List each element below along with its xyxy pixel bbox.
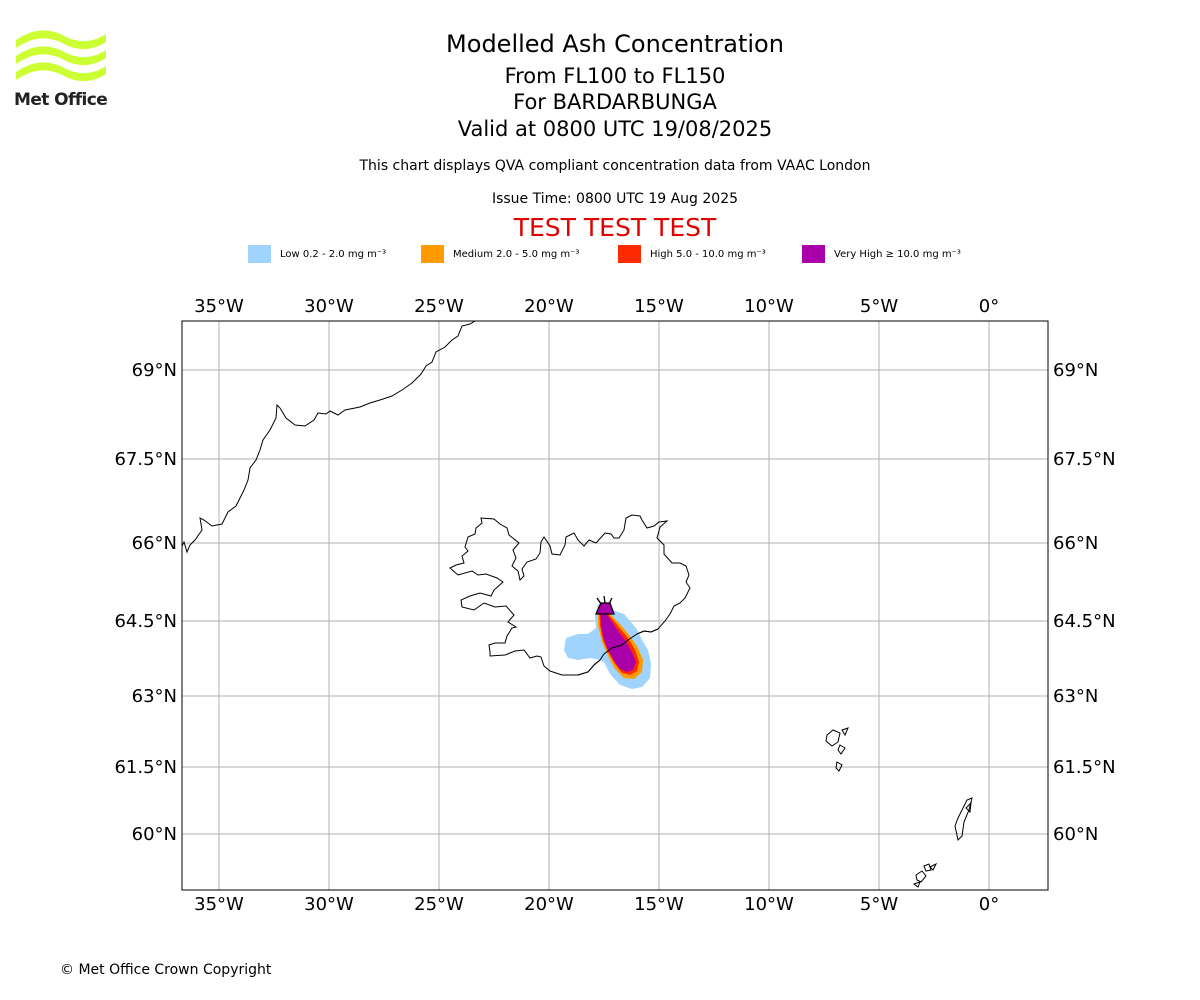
longitude-tick-label: 30°W: [304, 894, 354, 915]
longitude-tick-label: 10°W: [744, 296, 794, 317]
latitude-tick-label: 61.5°N: [114, 757, 177, 778]
valid-time: Valid at 0800 UTC 19/08/2025: [457, 117, 773, 141]
longitude-tick-label: 10°W: [744, 894, 794, 915]
greenland-coastline: [182, 321, 476, 554]
longitude-tick-label: 25°W: [414, 296, 464, 317]
longitude-tick-label: 30°W: [304, 296, 354, 317]
longitude-tick-label: 0°: [979, 296, 999, 317]
latitude-tick-label: 67.5°N: [1053, 449, 1116, 470]
met-office-logo: Met Office: [14, 28, 108, 114]
legend-label-low: Low 0.2 - 2.0 mg m⁻³: [280, 248, 387, 260]
latitude-labels-left: 69°N 67.5°N 66°N 64.5°N 63°N 61.5°N 60°N: [114, 360, 177, 845]
shetland-islands-coastline: [954, 797, 973, 842]
test-banner: TEST TEST TEST: [513, 213, 717, 242]
latitude-tick-label: 69°N: [1053, 360, 1098, 381]
latitude-tick-label: 66°N: [132, 533, 177, 554]
longitude-tick-label: 5°W: [860, 296, 898, 317]
faroe-islands-coastline: [825, 727, 849, 772]
latitude-tick-label: 60°N: [1053, 824, 1098, 845]
logo-text: Met Office: [14, 90, 108, 110]
map-frame: [181, 320, 1049, 891]
legend-swatch-low: [248, 245, 271, 263]
ash-plume: [564, 604, 651, 689]
latitude-tick-label: 60°N: [132, 824, 177, 845]
longitude-labels-bottom: 35°W 30°W 25°W 20°W 15°W 10°W 5°W 0°: [194, 894, 999, 915]
longitude-tick-label: 25°W: [414, 894, 464, 915]
legend-swatch-high: [618, 245, 641, 263]
legend-item-low: Low 0.2 - 2.0 mg m⁻³: [248, 244, 386, 264]
iceland-south-coast: [577, 628, 659, 676]
map-content: [182, 321, 973, 888]
latitude-tick-label: 61.5°N: [1053, 757, 1116, 778]
legend-item-medium: Medium 2.0 - 5.0 mg m⁻³: [421, 244, 579, 264]
longitude-tick-label: 20°W: [524, 296, 574, 317]
latitude-tick-label: 66°N: [1053, 533, 1098, 554]
legend-swatch-very-high: [802, 245, 825, 263]
longitude-tick-label: 0°: [979, 894, 999, 915]
chart-title: Modelled Ash Concentration: [446, 30, 784, 58]
longitude-tick-label: 5°W: [860, 894, 898, 915]
volcano-name: For BARDARBUNGA: [513, 90, 717, 114]
graticule: [182, 321, 1048, 890]
legend-item-very-high: Very High ≥ 10.0 mg m⁻³: [802, 244, 961, 264]
met-office-wave-icon: [16, 30, 106, 82]
volcano-icon: [594, 595, 615, 615]
legend-item-high: High 5.0 - 10.0 mg m⁻³: [618, 244, 766, 264]
longitude-tick-label: 35°W: [194, 894, 244, 915]
latitude-tick-label: 63°N: [132, 686, 177, 707]
ash-area-very-high: [600, 608, 636, 672]
latitude-labels-right: 69°N 67.5°N 66°N 64.5°N 63°N 61.5°N 60°N: [1053, 360, 1116, 845]
chart-description: This chart displays QVA compliant concen…: [359, 158, 871, 174]
latitude-tick-label: 64.5°N: [1053, 611, 1116, 632]
legend-swatch-medium: [421, 245, 444, 263]
latitude-tick-label: 63°N: [1053, 686, 1098, 707]
longitude-tick-label: 15°W: [634, 296, 684, 317]
legend-label-very-high: Very High ≥ 10.0 mg m⁻³: [834, 248, 961, 260]
flight-level-range: From FL100 to FL150: [504, 64, 726, 88]
issue-time: Issue Time: 0800 UTC 19 Aug 2025: [491, 191, 739, 207]
latitude-tick-label: 67.5°N: [114, 449, 177, 470]
copyright-notice: © Met Office Crown Copyright: [60, 962, 272, 978]
legend-label-medium: Medium 2.0 - 5.0 mg m⁻³: [453, 248, 580, 260]
latitude-tick-label: 64.5°N: [114, 611, 177, 632]
longitude-tick-label: 20°W: [524, 894, 574, 915]
longitude-tick-label: 15°W: [634, 894, 684, 915]
legend-label-high: High 5.0 - 10.0 mg m⁻³: [650, 248, 766, 260]
longitude-tick-label: 35°W: [194, 296, 244, 317]
orkney-islands-coastline: [912, 862, 938, 888]
longitude-labels-top: 35°W 30°W 25°W 20°W 15°W 10°W 5°W 0°: [194, 296, 999, 317]
latitude-tick-label: 69°N: [132, 360, 177, 381]
